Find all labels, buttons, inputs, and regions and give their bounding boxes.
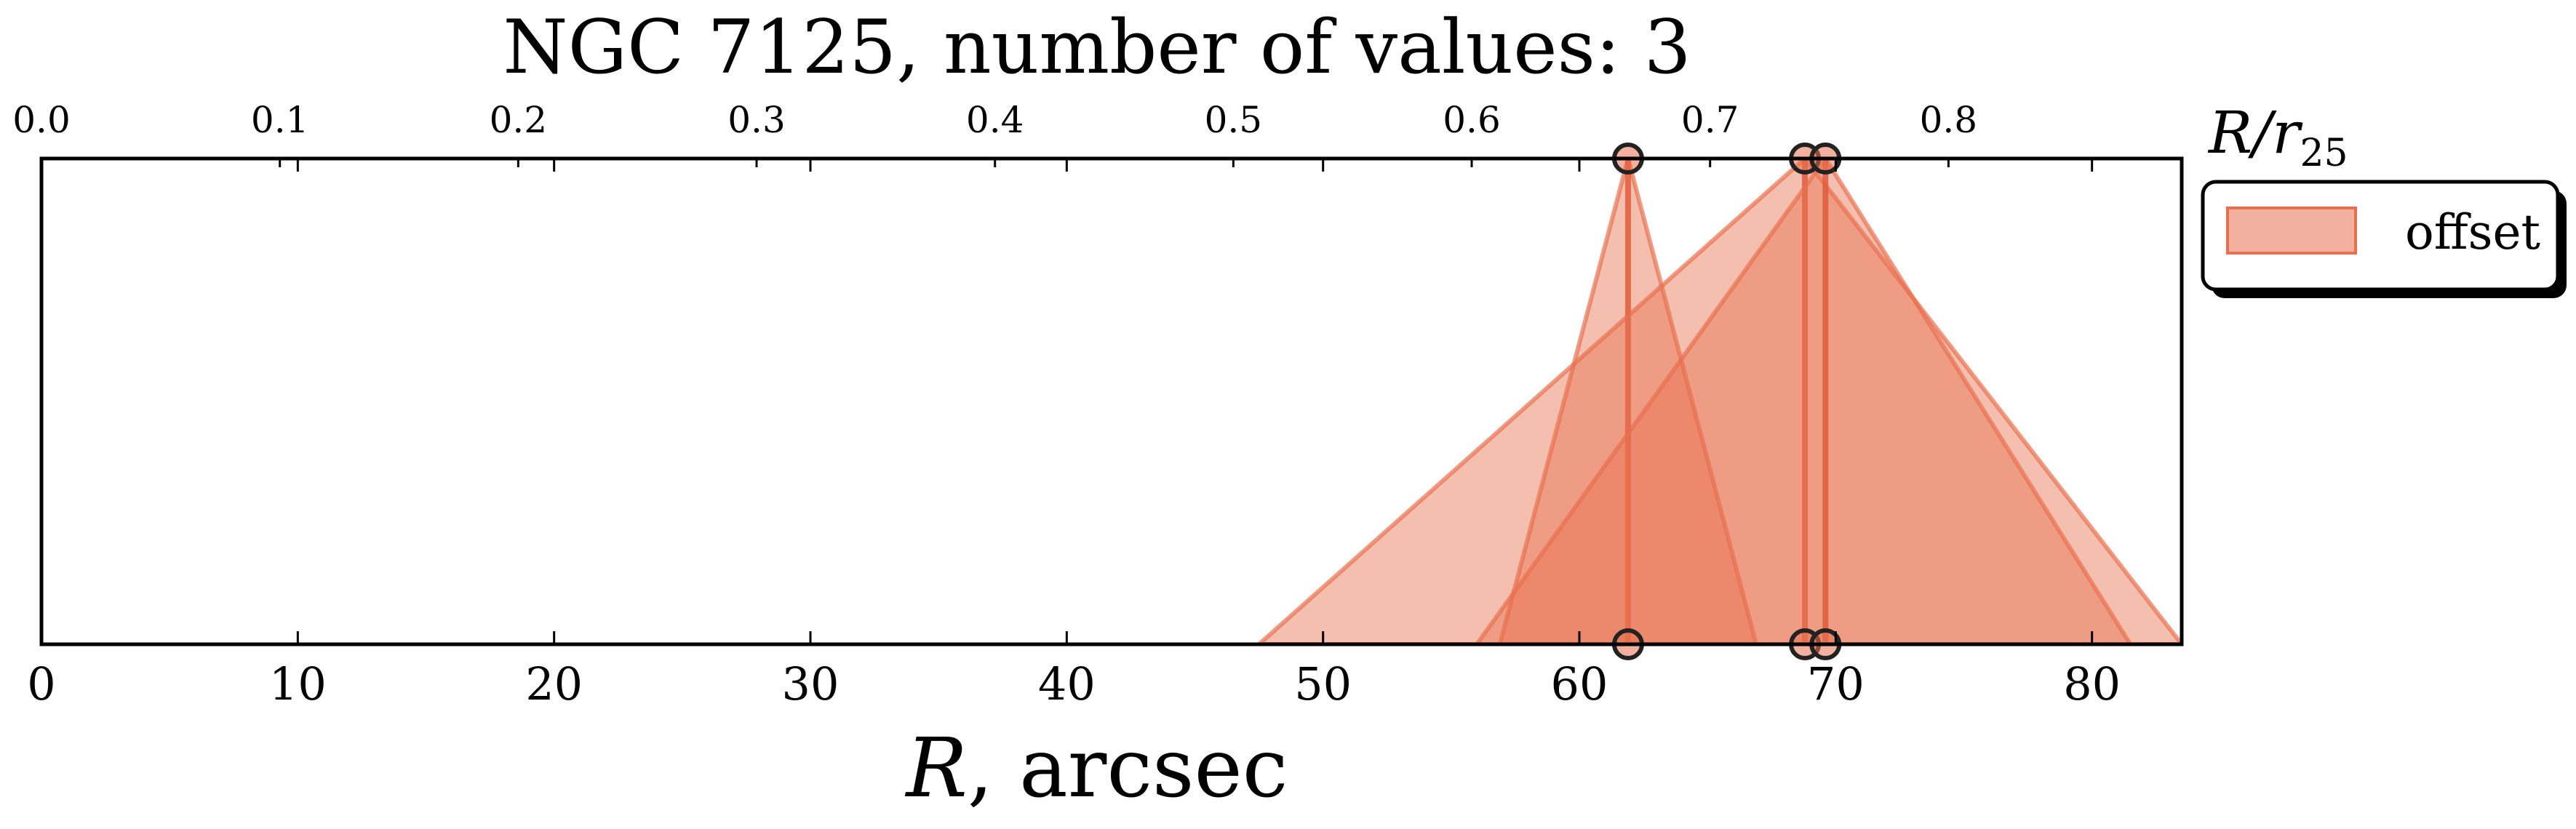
top-axis-label: R/r25: [2207, 99, 2348, 175]
top-tick-label-2: 0.2: [490, 99, 548, 141]
offset-band-2: [1474, 159, 2134, 644]
x-tick-label-1: 10: [269, 657, 327, 710]
top-tick-label-1: 0.1: [251, 99, 309, 141]
x-tick-label-8: 80: [2063, 657, 2121, 710]
chart-title: NGC 7125, number of values: 3: [503, 4, 1691, 91]
top-tick-label-7: 0.7: [1681, 99, 1739, 141]
x-tick-label-7: 70: [1807, 657, 1865, 710]
top-tick-label-8: 0.8: [1920, 99, 1978, 141]
top-tick-label-3: 0.3: [727, 99, 786, 141]
x-axis-ticks: [40, 159, 2094, 644]
x-axis-label-rest: , arcsec: [968, 721, 1288, 816]
legend-swatch: [2226, 207, 2357, 255]
legend-label: offset: [2405, 204, 2540, 260]
top-tick-label-6: 0.6: [1443, 99, 1501, 141]
offset-bands: [1256, 159, 2182, 644]
top-tick-label-4: 0.4: [966, 99, 1024, 141]
x-tick-label-2: 20: [525, 657, 583, 710]
x-tick-label-3: 30: [782, 657, 840, 710]
x-axis-label-var: R: [904, 721, 967, 816]
x-tick-label-0: 0: [27, 657, 55, 710]
plot-frame: [39, 156, 2184, 646]
top-tick-label-0: 0.0: [12, 99, 71, 141]
top-axis-label-var: R/r: [2207, 99, 2303, 167]
top-axis-tick-labels: 0.0 0.1 0.2 0.3 0.4 0.5 0.6 0.7 0.8: [12, 99, 1977, 141]
x-axis-label: R, arcsec: [904, 721, 1288, 816]
offset-band-1: [1256, 159, 2182, 644]
x-tick-label-5: 50: [1294, 657, 1352, 710]
x-tick-label-4: 40: [1038, 657, 1096, 710]
legend: offset: [2201, 180, 2567, 298]
x-tick-label-6: 60: [1551, 657, 1608, 710]
x-axis-tick-labels: 0 10 20 30 40 50 60 70 80: [27, 657, 2121, 710]
top-axis-label-sub: 25: [2300, 132, 2348, 175]
top-tick-label-5: 0.5: [1205, 99, 1263, 141]
